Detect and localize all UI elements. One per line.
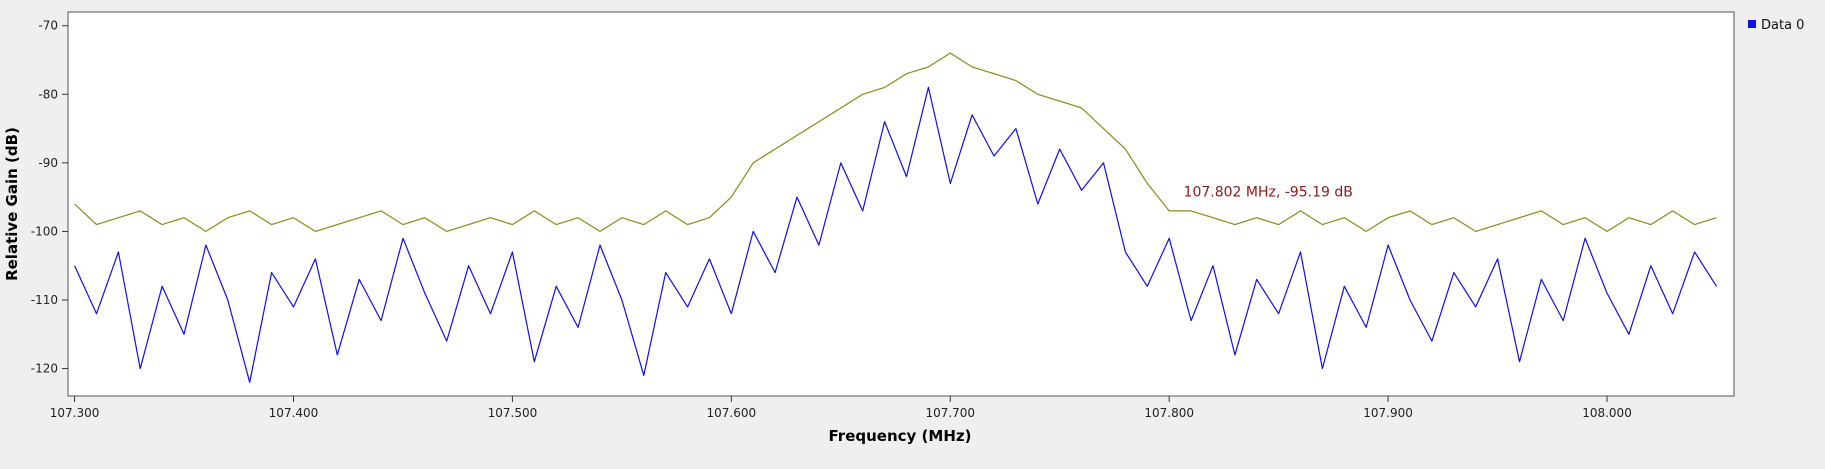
series-line-max-hold <box>74 52 1717 232</box>
x-tick-label: 107.900 <box>1363 406 1413 420</box>
legend[interactable]: Data 0 <box>1748 18 1804 33</box>
legend-swatch-data-0 <box>1748 20 1756 28</box>
y-axis-title: Relative Gain (dB) <box>3 127 21 281</box>
y-tick-label: -120 <box>31 362 58 376</box>
legend-label-data-0: Data 0 <box>1761 18 1804 33</box>
x-tick-label: 107.800 <box>1144 406 1194 420</box>
y-tick-label: -80 <box>38 87 58 101</box>
series-layer <box>74 52 1718 383</box>
x-tick-label: 107.400 <box>269 406 319 420</box>
y-axis: -70 -80 -90 -100 -110 -120 <box>31 19 68 376</box>
y-tick-label: -100 <box>31 224 58 238</box>
x-axis: 107.300 107.400 107.500 107.600 107.700 107.8… <box>50 396 1632 420</box>
y-tick-label: -110 <box>31 293 58 307</box>
y-tick-label: -70 <box>38 19 58 33</box>
x-axis-title: Frequency (MHz) <box>829 427 972 445</box>
x-tick-label: 107.300 <box>50 406 100 420</box>
x-tick-label: 107.600 <box>707 406 757 420</box>
series-line-data-0 <box>74 86 1718 383</box>
x-tick-label: 107.500 <box>488 406 538 420</box>
x-tick-label: 107.700 <box>925 406 975 420</box>
x-tick-label: 108.000 <box>1582 406 1632 420</box>
plot-area[interactable] <box>67 11 1735 397</box>
marker-readout: 107.802 MHz, -95.19 dB <box>1184 184 1353 200</box>
y-tick-label: -90 <box>38 156 58 170</box>
